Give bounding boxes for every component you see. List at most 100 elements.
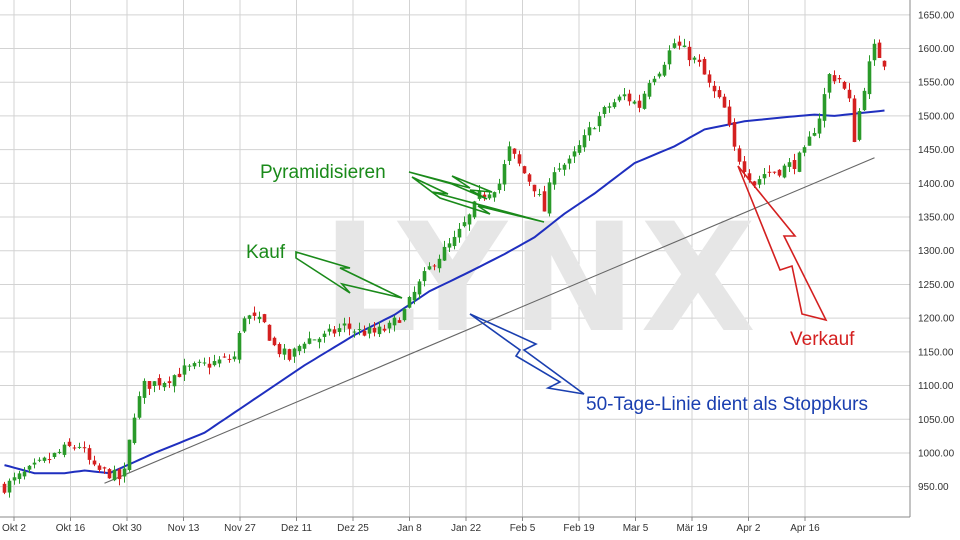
candle-body [272,337,277,346]
candle-body [697,59,702,63]
candle [452,230,457,250]
candle [332,325,337,337]
candle [277,342,282,358]
candle-body [172,375,177,387]
candle [622,88,627,101]
y-tick-label: 1650.00 [918,10,955,21]
candle [497,178,502,194]
candles [2,35,887,498]
candle [727,100,732,128]
candle-body [727,106,732,126]
candle [132,413,137,445]
candle [52,452,57,459]
candle [447,238,452,253]
candle-body [227,358,232,360]
candle [142,378,147,404]
verkauf-arrow [737,165,828,322]
candle [122,462,127,483]
candle-body [667,50,672,65]
candle [392,315,397,332]
stop-arrow [469,313,585,395]
candle-body [417,281,422,295]
candle-body [232,356,237,360]
candle-body [682,45,687,48]
candle-body [597,116,602,127]
candle-body [162,383,167,388]
candle [812,127,817,137]
x-tick-label: Mär 19 [676,523,708,534]
candle-body [207,363,212,368]
candle [72,445,77,451]
candle-body [92,460,97,465]
candle-body [97,465,102,470]
candle-body [337,328,342,332]
candle [722,93,727,108]
candle-body [632,101,637,104]
candle [357,322,362,336]
candle [642,91,647,110]
candle-body [347,323,352,329]
candle-body [707,74,712,83]
candle [792,153,797,175]
candle-body [382,328,387,331]
candle [77,442,82,449]
candle [237,330,242,364]
candle-body [262,314,267,323]
candle [867,55,872,99]
candle [827,72,832,99]
y-tick-label: 1250.00 [918,280,955,291]
candle-body [817,118,822,134]
candle [162,381,167,391]
candle [297,344,302,356]
candle-body [192,363,197,367]
candle-body [762,174,767,179]
candle [267,324,272,341]
pyramid-arrow-1 [408,171,493,200]
candle-body [392,317,397,326]
candle-body [562,164,567,170]
candle [682,38,687,48]
candle [352,329,357,338]
annotation-label: Verkauf [790,329,855,350]
candle-body [442,246,447,261]
candle-body [877,42,882,59]
candle [12,472,17,485]
candle-body [72,447,77,449]
candle [657,71,662,79]
candle [572,146,577,164]
candle [247,314,252,325]
candle-body [462,222,467,227]
candle-body [782,165,787,178]
candle [197,359,202,367]
x-tick-label: Nov 13 [168,523,200,534]
candle [167,376,172,388]
candle [327,324,332,336]
candle-body [307,338,312,344]
candle-body [37,459,42,461]
candle-body [587,127,592,136]
candle-body [492,192,497,198]
candle [382,324,387,333]
candle-body [42,457,47,461]
candle-body [367,327,372,334]
candle [227,354,232,363]
candle [677,35,682,50]
candle-body [222,356,227,358]
candle-body [752,181,757,186]
candle-body [572,151,577,157]
candle [362,325,367,337]
candle-body [777,169,782,176]
candle-body [377,326,382,335]
candle [767,165,772,177]
x-tick-label: Okt 2 [2,523,26,534]
candle-body [292,348,297,357]
candle [262,313,267,324]
candle [317,337,322,349]
candle-body [437,258,442,269]
candle [692,56,697,64]
candle [102,466,107,475]
candle-body [567,158,572,164]
candle [822,87,827,128]
candle-body [217,359,222,364]
candle-body [177,373,182,378]
